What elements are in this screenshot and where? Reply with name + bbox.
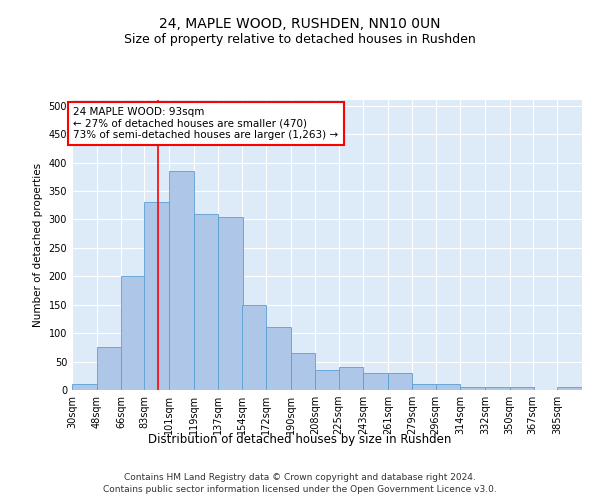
Bar [72, 384, 97, 390]
Bar [338, 368, 363, 390]
Bar [242, 304, 266, 390]
Bar [218, 216, 243, 390]
Bar [97, 348, 121, 390]
Text: 24 MAPLE WOOD: 93sqm
← 27% of detached houses are smaller (470)
73% of semi-deta: 24 MAPLE WOOD: 93sqm ← 27% of detached h… [73, 107, 338, 140]
Bar [145, 202, 169, 390]
Bar [121, 276, 146, 390]
Bar [169, 171, 194, 390]
Bar [412, 384, 437, 390]
Bar [316, 370, 340, 390]
Text: Contains HM Land Registry data © Crown copyright and database right 2024.: Contains HM Land Registry data © Crown c… [124, 472, 476, 482]
Text: 24, MAPLE WOOD, RUSHDEN, NN10 0UN: 24, MAPLE WOOD, RUSHDEN, NN10 0UN [159, 18, 441, 32]
Text: Distribution of detached houses by size in Rushden: Distribution of detached houses by size … [148, 432, 452, 446]
Bar [460, 387, 485, 390]
Bar [363, 373, 388, 390]
Text: Size of property relative to detached houses in Rushden: Size of property relative to detached ho… [124, 32, 476, 46]
Bar [266, 328, 291, 390]
Bar [436, 384, 460, 390]
Bar [194, 214, 218, 390]
Bar [485, 387, 509, 390]
Bar [557, 387, 582, 390]
Bar [291, 353, 316, 390]
Bar [388, 373, 412, 390]
Bar [509, 387, 534, 390]
Text: Contains public sector information licensed under the Open Government Licence v3: Contains public sector information licen… [103, 485, 497, 494]
Y-axis label: Number of detached properties: Number of detached properties [33, 163, 43, 327]
